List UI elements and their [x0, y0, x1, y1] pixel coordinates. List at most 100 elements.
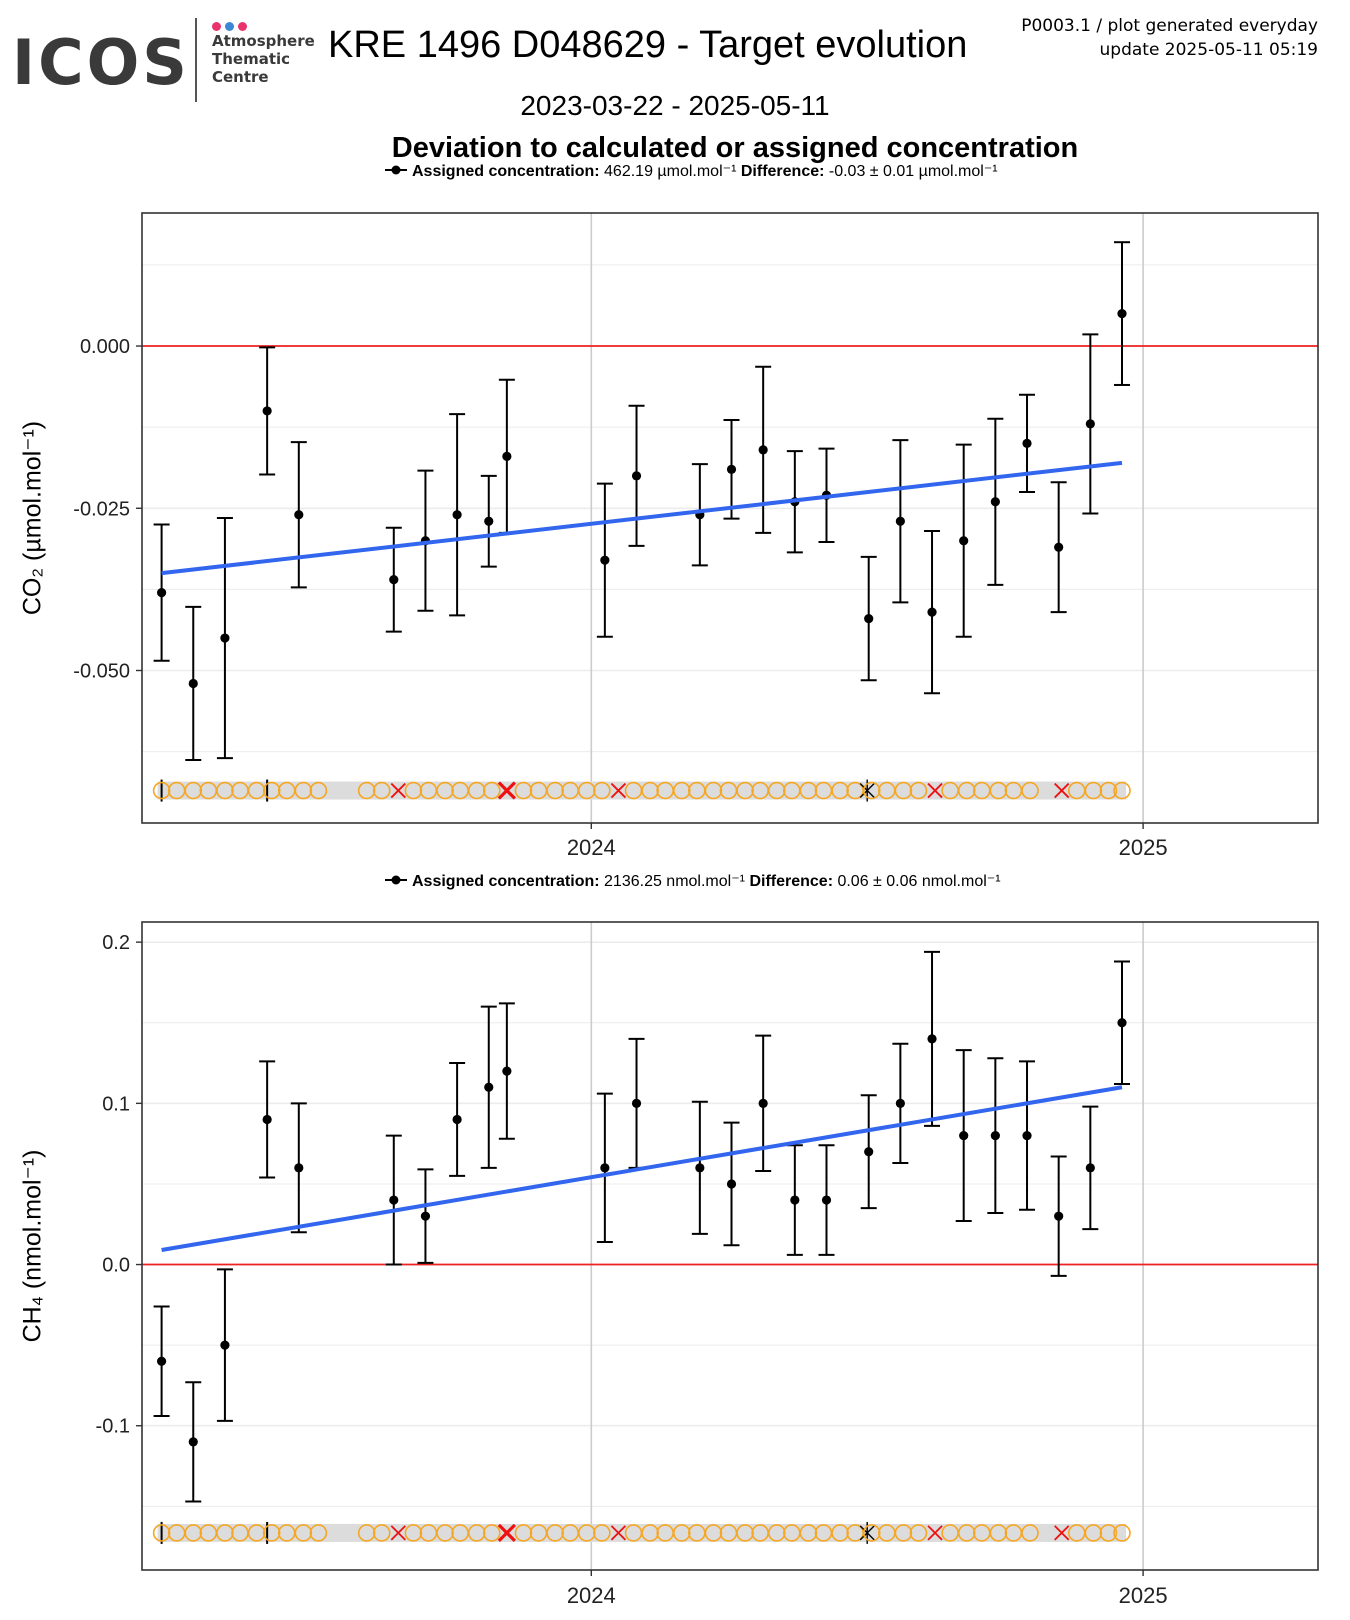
- legend-text-part: Difference:: [741, 163, 825, 180]
- status-ok-marker: [894, 781, 913, 800]
- data-point: [1117, 1018, 1127, 1028]
- data-point: [726, 1179, 737, 1189]
- legend-text: Assigned concentration: 2136.25 nmol.mol…: [412, 873, 1001, 890]
- status-flag-marker: [390, 782, 406, 799]
- status-ok-marker: [372, 1524, 391, 1542]
- update-timestamp: update 2025-05-11 05:19: [1099, 40, 1319, 60]
- y-tick-label: 0.0: [102, 1255, 130, 1277]
- trend-line: [161, 460, 1123, 576]
- status-ok-marker: [309, 1524, 328, 1542]
- status-ok-marker: [593, 781, 611, 800]
- data-point: [1022, 1130, 1032, 1141]
- status-ok-marker: [862, 781, 881, 800]
- data-point: [927, 1034, 937, 1044]
- legend-text-part: Difference:: [749, 873, 833, 890]
- status-ok-marker: [799, 781, 818, 800]
- status-flag-marker: [497, 1523, 516, 1543]
- status-ok-marker: [546, 1524, 564, 1542]
- status-ok-marker: [736, 1524, 754, 1542]
- data-point: [502, 1066, 512, 1076]
- data-point: [220, 1340, 230, 1350]
- status-ok-marker: [799, 1524, 818, 1542]
- status-flag-marker: [927, 1525, 943, 1541]
- data-point: [452, 510, 462, 520]
- status-ok-marker: [1099, 1524, 1118, 1542]
- y-axis-title: CO₂ (µmol.mol⁻¹): [19, 421, 47, 615]
- status-ok-marker: [1021, 1524, 1039, 1542]
- logo-dots-icon: [212, 18, 272, 32]
- data-point: [389, 1195, 399, 1205]
- generation-note: P0003.1 / plot generated everyday: [1021, 16, 1318, 36]
- status-ok-marker: [482, 1524, 501, 1542]
- data-point: [484, 1082, 494, 1092]
- status-flag-marker: [1054, 782, 1070, 799]
- x-tick-label: 2025: [1119, 1583, 1168, 1608]
- data-point: [726, 464, 737, 474]
- status-ok-marker: [247, 781, 266, 800]
- data-point: [695, 1163, 705, 1173]
- y-tick-label: -0.050: [73, 661, 130, 683]
- status-ok-marker: [216, 1524, 234, 1542]
- data-point: [452, 1114, 462, 1125]
- status-ok-marker: [767, 1524, 786, 1542]
- status-flag-marker: [390, 1525, 406, 1541]
- status-ok-marker: [909, 781, 928, 800]
- x-tick-label: 2024: [567, 835, 616, 860]
- icos-logo: ICOS Atmosphere Thematic Centre: [12, 18, 315, 108]
- data-point: [758, 445, 768, 455]
- status-ok-marker: [467, 781, 486, 800]
- data-point: [188, 678, 198, 689]
- status-ok-marker: [1099, 781, 1118, 800]
- status-ok-marker: [184, 1524, 203, 1542]
- status-ok-marker: [152, 1524, 171, 1542]
- status-ok-marker: [216, 781, 234, 800]
- chart-panel-ch4: 0.2 0.1 0.0 -0.1 2024 2025 CH₄ (nmol.mol⁻¹) Ass…: [19, 873, 1319, 1608]
- data-point: [990, 497, 1000, 507]
- data-point: [927, 607, 937, 617]
- status-ok-marker: [357, 1524, 376, 1542]
- status-ok-marker: [957, 1524, 976, 1542]
- data-point: [1117, 308, 1127, 319]
- status-ok-marker: [672, 781, 691, 800]
- legend-text-part: 0.06 ± 0.06 nmol.mol⁻¹: [833, 873, 1001, 890]
- data-point: [864, 613, 874, 624]
- status-ok-marker: [294, 1524, 313, 1542]
- status-ok-marker: [641, 781, 659, 800]
- status-ok-marker: [482, 781, 501, 800]
- status-ok-marker: [989, 781, 1008, 800]
- status-ok-marker: [546, 781, 564, 800]
- data-point: [790, 1195, 800, 1205]
- data-point: [990, 1130, 1000, 1141]
- data-point: [600, 555, 610, 565]
- trend-line: [161, 1085, 1123, 1253]
- data-point: [758, 1098, 768, 1108]
- data-point: [220, 633, 230, 643]
- date-range: 2023-03-22 - 2025-05-11: [520, 90, 830, 121]
- data-point: [959, 1130, 969, 1141]
- status-ok-marker: [862, 1524, 881, 1542]
- generation-info: P0003.1 / plot generated everyday update…: [1021, 14, 1318, 62]
- legend-point-key: [391, 165, 401, 175]
- status-ok-marker: [767, 781, 786, 800]
- status-ok-marker: [262, 781, 281, 800]
- status-ok-marker: [467, 1524, 486, 1542]
- status-ok-marker: [1084, 781, 1103, 800]
- status-ok-marker: [1113, 1524, 1131, 1542]
- x-tick-label: 2025: [1119, 835, 1168, 860]
- data-point: [959, 536, 969, 546]
- status-ok-marker: [514, 781, 533, 800]
- status-flag-marker: [610, 782, 627, 799]
- page-title: KRE 1496 D048629 - Target evolution: [328, 24, 968, 66]
- data-point: [895, 516, 905, 526]
- status-ok-marker: [404, 781, 423, 800]
- status-flag-marker: [610, 1525, 627, 1541]
- data-point: [1022, 438, 1032, 448]
- logo-wordmark: ICOS: [12, 26, 190, 99]
- status-ok-marker: [831, 1524, 849, 1542]
- data-point: [420, 1211, 431, 1221]
- status-flag-marker: [497, 781, 516, 800]
- legend-text-part: 2136.25 nmol.mol⁻¹: [600, 873, 750, 890]
- legend-text-part: Assigned concentration:: [412, 873, 600, 890]
- status-ok-marker: [184, 781, 203, 800]
- data-point: [1085, 419, 1095, 429]
